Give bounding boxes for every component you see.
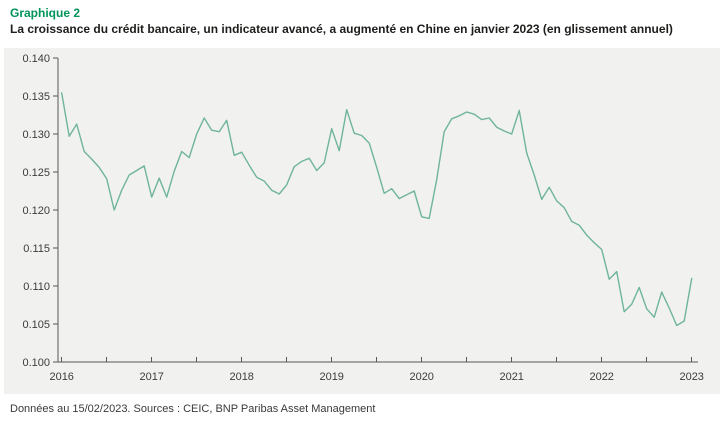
x-tick-label: 2020 [409,371,433,383]
y-tick-label: 0.135 [22,91,50,103]
x-tick-label: 2017 [139,371,163,383]
figure-label: Graphique 2 [10,6,81,20]
y-tick-label: 0.125 [22,167,50,179]
chart-panel: 0.100 0.105 0.110 0.115 0.120 0.125 0.130 0.135… [4,48,720,394]
x-tick-label: 2021 [499,371,523,383]
line-chart: 0.100 0.105 0.110 0.115 0.120 0.125 0.130 0.135… [22,53,703,383]
chart-header: Graphique 2 La croissance du crédit banc… [10,6,715,36]
y-tick-label: 0.120 [22,205,50,217]
x-tick-label: 2019 [319,371,343,383]
y-tick-label: 0.110 [23,281,50,293]
x-tick-label: 2016 [49,371,73,383]
credit-growth-line [61,92,693,327]
y-tick-label: 0.140 [22,53,50,65]
y-tick-label: 0.130 [22,129,50,141]
y-tick-label: 0.100 [22,357,50,369]
figure-title: La croissance du crédit bancaire, un ind… [10,22,673,36]
x-tick-label: 2022 [589,371,613,383]
x-tick-label: 2018 [229,371,253,383]
y-tick-label: 0.105 [22,319,50,331]
y-tick-label: 0.115 [23,243,50,255]
x-tick-label: 2023 [679,371,703,383]
source-note: Données au 15/02/2023. Sources : CEIC, B… [10,403,376,415]
